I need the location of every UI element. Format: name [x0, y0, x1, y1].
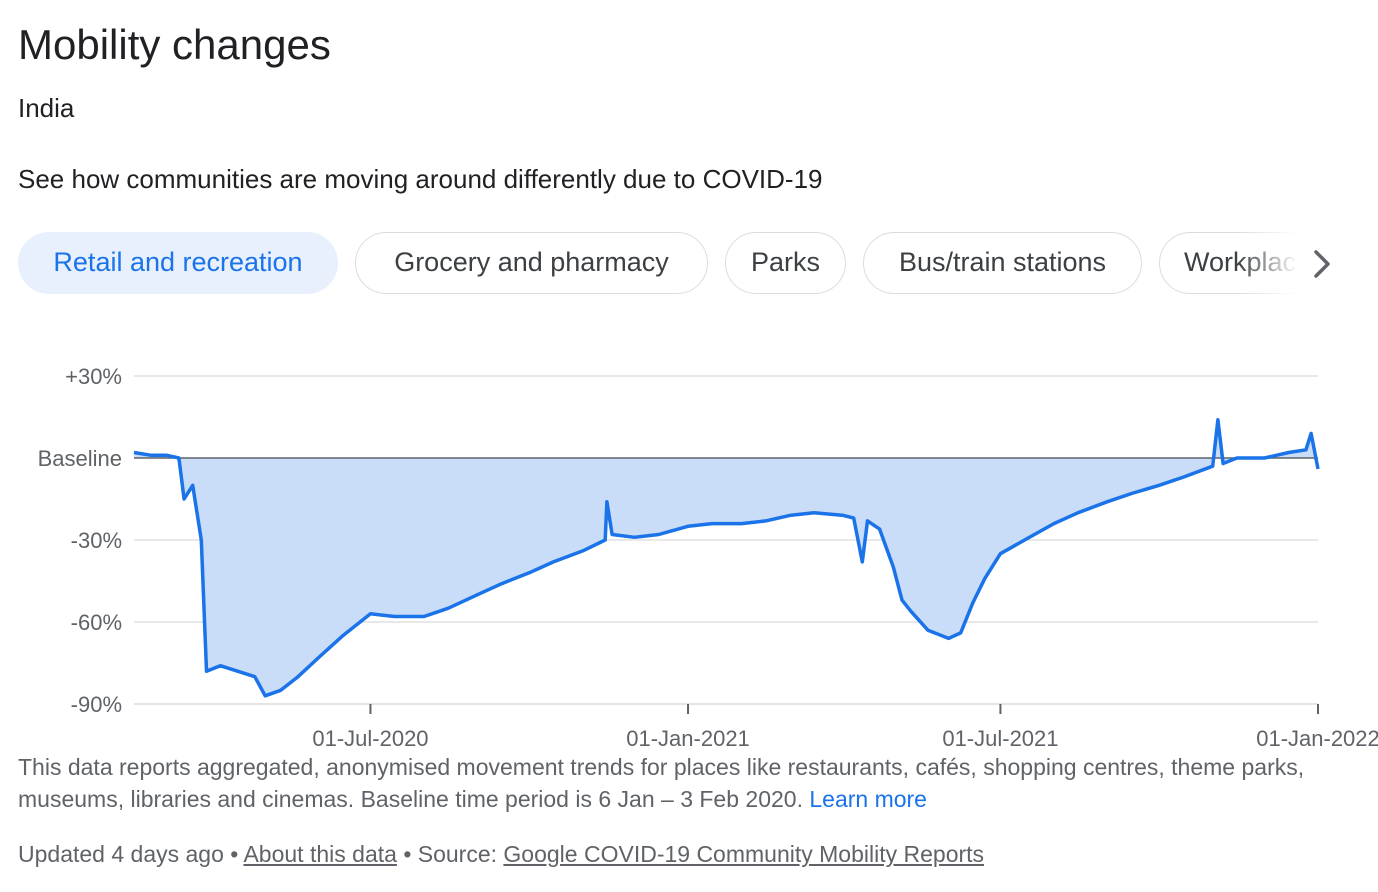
- page-description: See how communities are moving around di…: [18, 164, 823, 194]
- chip-grocery-and-pharmacy[interactable]: Grocery and pharmacy: [355, 232, 708, 294]
- y-tick-label: Baseline: [38, 446, 122, 471]
- chip-retail-and-recreation[interactable]: Retail and recreation: [18, 232, 338, 294]
- x-tick-label: 01-Jan-2021: [626, 726, 750, 750]
- y-tick-label: +30%: [65, 364, 122, 389]
- x-tick-label: 01-Jan-2022: [1256, 726, 1378, 750]
- chart-axes: +30% Baseline -30% -60% -90% 01-Jul-2020 01-Ja…: [38, 364, 1378, 750]
- y-tick-label: -90%: [71, 692, 122, 717]
- x-tick-label: 01-Jul-2021: [942, 726, 1058, 750]
- region-label: India: [18, 93, 75, 123]
- series-line: [133, 417, 1320, 698]
- footnote-text: This data reports aggregated, anonymised…: [18, 754, 1305, 812]
- learn-more-link[interactable]: Learn more: [809, 786, 927, 812]
- category-chip-bar: Retail and recreation Grocery and pharma…: [18, 232, 1308, 296]
- source-prefix: • Source:: [403, 841, 498, 867]
- chip-parks[interactable]: Parks: [725, 232, 846, 294]
- page-title: Mobility changes: [18, 21, 331, 68]
- about-this-data-link[interactable]: About this data: [243, 841, 397, 867]
- y-tick-label: -30%: [71, 528, 122, 553]
- source-link[interactable]: Google COVID-19 Community Mobility Repor…: [503, 841, 985, 867]
- separator-dot: •: [230, 841, 239, 867]
- updated-text: Updated 4 days ago: [18, 841, 224, 867]
- updated-line: Updated 4 days ago • About this data • S…: [18, 838, 984, 870]
- y-tick-label: -60%: [71, 610, 122, 635]
- data-footnote: This data reports aggregated, anonymised…: [18, 751, 1368, 815]
- chart-area-layer: [133, 417, 1320, 698]
- chevron-right-icon[interactable]: [1305, 246, 1341, 282]
- x-tick-label: 01-Jul-2020: [312, 726, 428, 750]
- chip-bar-fade: [1238, 232, 1308, 296]
- series-area-fill: [134, 419, 1318, 696]
- mobility-chart: +30% Baseline -30% -60% -90% 01-Jul-2020 01-Ja…: [38, 364, 1378, 750]
- chip-bus-train-stations[interactable]: Bus/train stations: [863, 232, 1142, 294]
